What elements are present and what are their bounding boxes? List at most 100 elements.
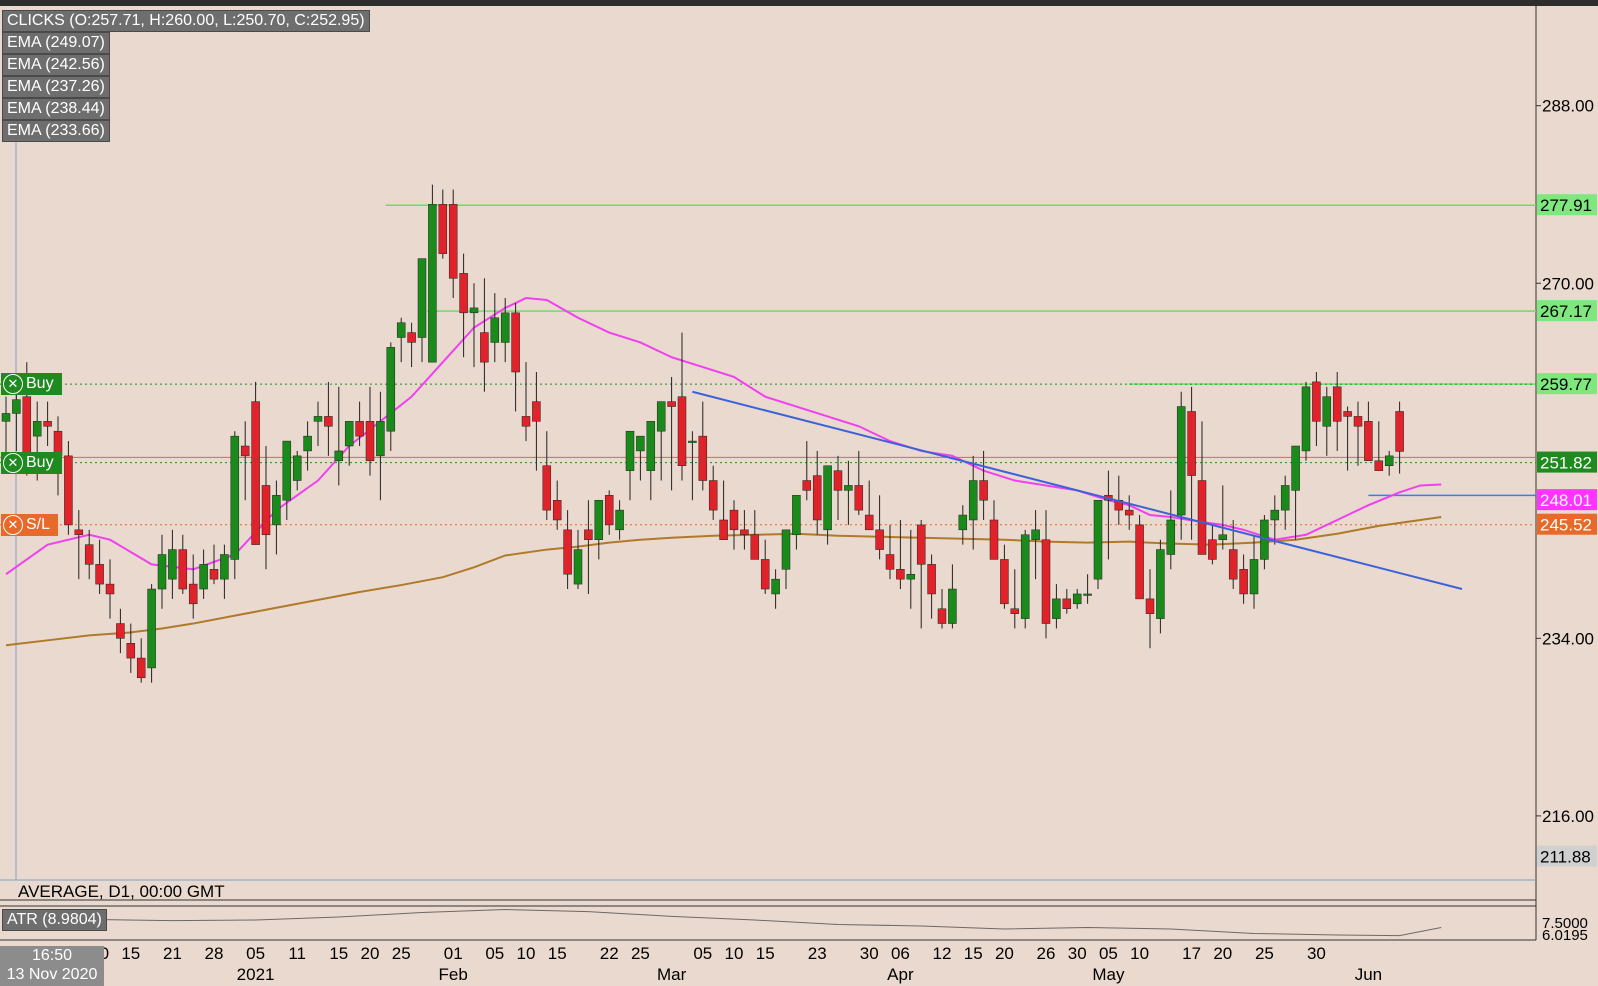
close-order-icon[interactable]: ✕ [3, 452, 23, 473]
candle-body [1052, 598, 1061, 619]
x-tick-label: 11 [288, 944, 306, 963]
order-buy-tag[interactable]: ✕ Buy [1, 373, 62, 396]
candle-body [490, 317, 500, 343]
x-tick-label: 28 [205, 944, 224, 963]
x-tick-label: 30 [1068, 944, 1087, 963]
price-tag-label: 211.88 [1540, 848, 1591, 867]
candle-body [1197, 480, 1207, 555]
price-tag-label: 245.52 [1540, 516, 1592, 535]
candle-body [875, 529, 884, 550]
candle-body [542, 465, 552, 511]
x-tick-label: 20 [361, 944, 380, 963]
candle-body [1395, 411, 1404, 452]
x-tick-label: 26 [1037, 944, 1056, 963]
x-tick-label: 25 [1255, 944, 1274, 963]
candle-body [240, 445, 250, 457]
ema-label-1[interactable]: EMA (249.07) [2, 32, 110, 54]
candle-body [1249, 559, 1259, 595]
order-sl-tag[interactable]: ✕ S/L [1, 513, 59, 536]
candle-body [1332, 386, 1342, 422]
candle-body [1020, 534, 1030, 619]
atr-label[interactable]: ATR (8.9804) [2, 909, 107, 931]
candle-body [584, 529, 593, 540]
candle-body [968, 480, 978, 521]
candle-body [199, 564, 208, 590]
price-tag [1537, 194, 1597, 216]
atr-tick-label: 6.0195 [1542, 927, 1588, 944]
candle-body [1322, 396, 1332, 427]
x-tick-label: 22 [600, 944, 619, 963]
candle-body [1166, 519, 1176, 555]
candle-body [1072, 593, 1082, 605]
candle-body [1301, 386, 1311, 452]
ema-label-2[interactable]: EMA (242.56) [2, 54, 110, 76]
candle-body [1270, 509, 1280, 521]
x-tick-label: 25 [631, 944, 650, 963]
x-tick-label: 30 [1307, 944, 1326, 963]
symbol-ohlc-label: CLICKS (O:257.71, H:260.00, L:250.70, C:… [2, 10, 370, 32]
candle-body [230, 435, 240, 560]
atr-tick-label: 7.5000 [1542, 915, 1588, 932]
candle-body [1000, 559, 1009, 605]
x-tick-label: 15 [964, 944, 983, 963]
x-month-label: May [1092, 965, 1125, 984]
candle-body [1343, 411, 1352, 417]
candle-body [116, 623, 125, 639]
candle-body [1228, 549, 1238, 580]
candle-body [906, 573, 916, 580]
candle-body [1364, 421, 1373, 462]
candle-body [1010, 608, 1020, 614]
x-tick-label: 05 [693, 944, 712, 963]
candle-body [823, 465, 832, 531]
x-tick-label: 10 [1130, 944, 1149, 963]
x-tick-label: 25 [392, 944, 411, 963]
candle-body [792, 495, 801, 536]
x-tick-label: 15 [756, 944, 775, 963]
candle-body [729, 509, 739, 531]
candle-body [1031, 529, 1040, 540]
close-order-icon[interactable]: ✕ [3, 514, 23, 535]
candle-body [885, 554, 895, 570]
close-order-icon[interactable]: ✕ [3, 374, 23, 395]
candle-body [740, 529, 749, 536]
order-label: S/L [26, 515, 51, 533]
candle-body [532, 401, 541, 422]
candle-body [604, 495, 614, 526]
ema-label-3[interactable]: EMA (237.26) [2, 76, 110, 98]
candle-body [615, 509, 624, 531]
y-tick-label: 234.00 [1542, 629, 1594, 648]
candle-body [1145, 598, 1155, 614]
candle-body [1291, 445, 1300, 491]
candle-body [1239, 569, 1248, 595]
candle-body [1312, 381, 1321, 422]
candle-body [95, 564, 104, 585]
candle-body [438, 204, 448, 254]
candle-body [771, 578, 780, 595]
price-tag [1537, 451, 1597, 473]
candle-body [178, 549, 188, 590]
candle-body [781, 529, 791, 570]
y-tick-label: 270.00 [1542, 274, 1594, 293]
candle-body [396, 322, 406, 338]
candle-body [220, 554, 229, 580]
x-tick-label: 12 [933, 944, 952, 963]
ema-label-4[interactable]: EMA (238.44) [2, 98, 110, 120]
candle-body [573, 549, 583, 585]
candle-body [719, 519, 728, 540]
candle-body [1062, 598, 1072, 609]
candle-body [43, 421, 52, 427]
ema-label-5[interactable]: EMA (233.66) [2, 120, 110, 142]
x-tick-label: 20 [1213, 944, 1232, 963]
candle-body [563, 529, 572, 575]
order-buy-tag[interactable]: ✕ Buy [1, 451, 62, 474]
price-tag-label: 248.01 [1540, 491, 1592, 510]
candle-body [916, 524, 926, 565]
candle-body [708, 480, 718, 511]
x-tick-label: 20 [995, 944, 1014, 963]
ema-fast-line [5, 297, 1442, 576]
candle-body [958, 514, 968, 531]
candle-body [667, 401, 676, 407]
candle-body [64, 455, 73, 526]
trendline [692, 390, 1463, 590]
